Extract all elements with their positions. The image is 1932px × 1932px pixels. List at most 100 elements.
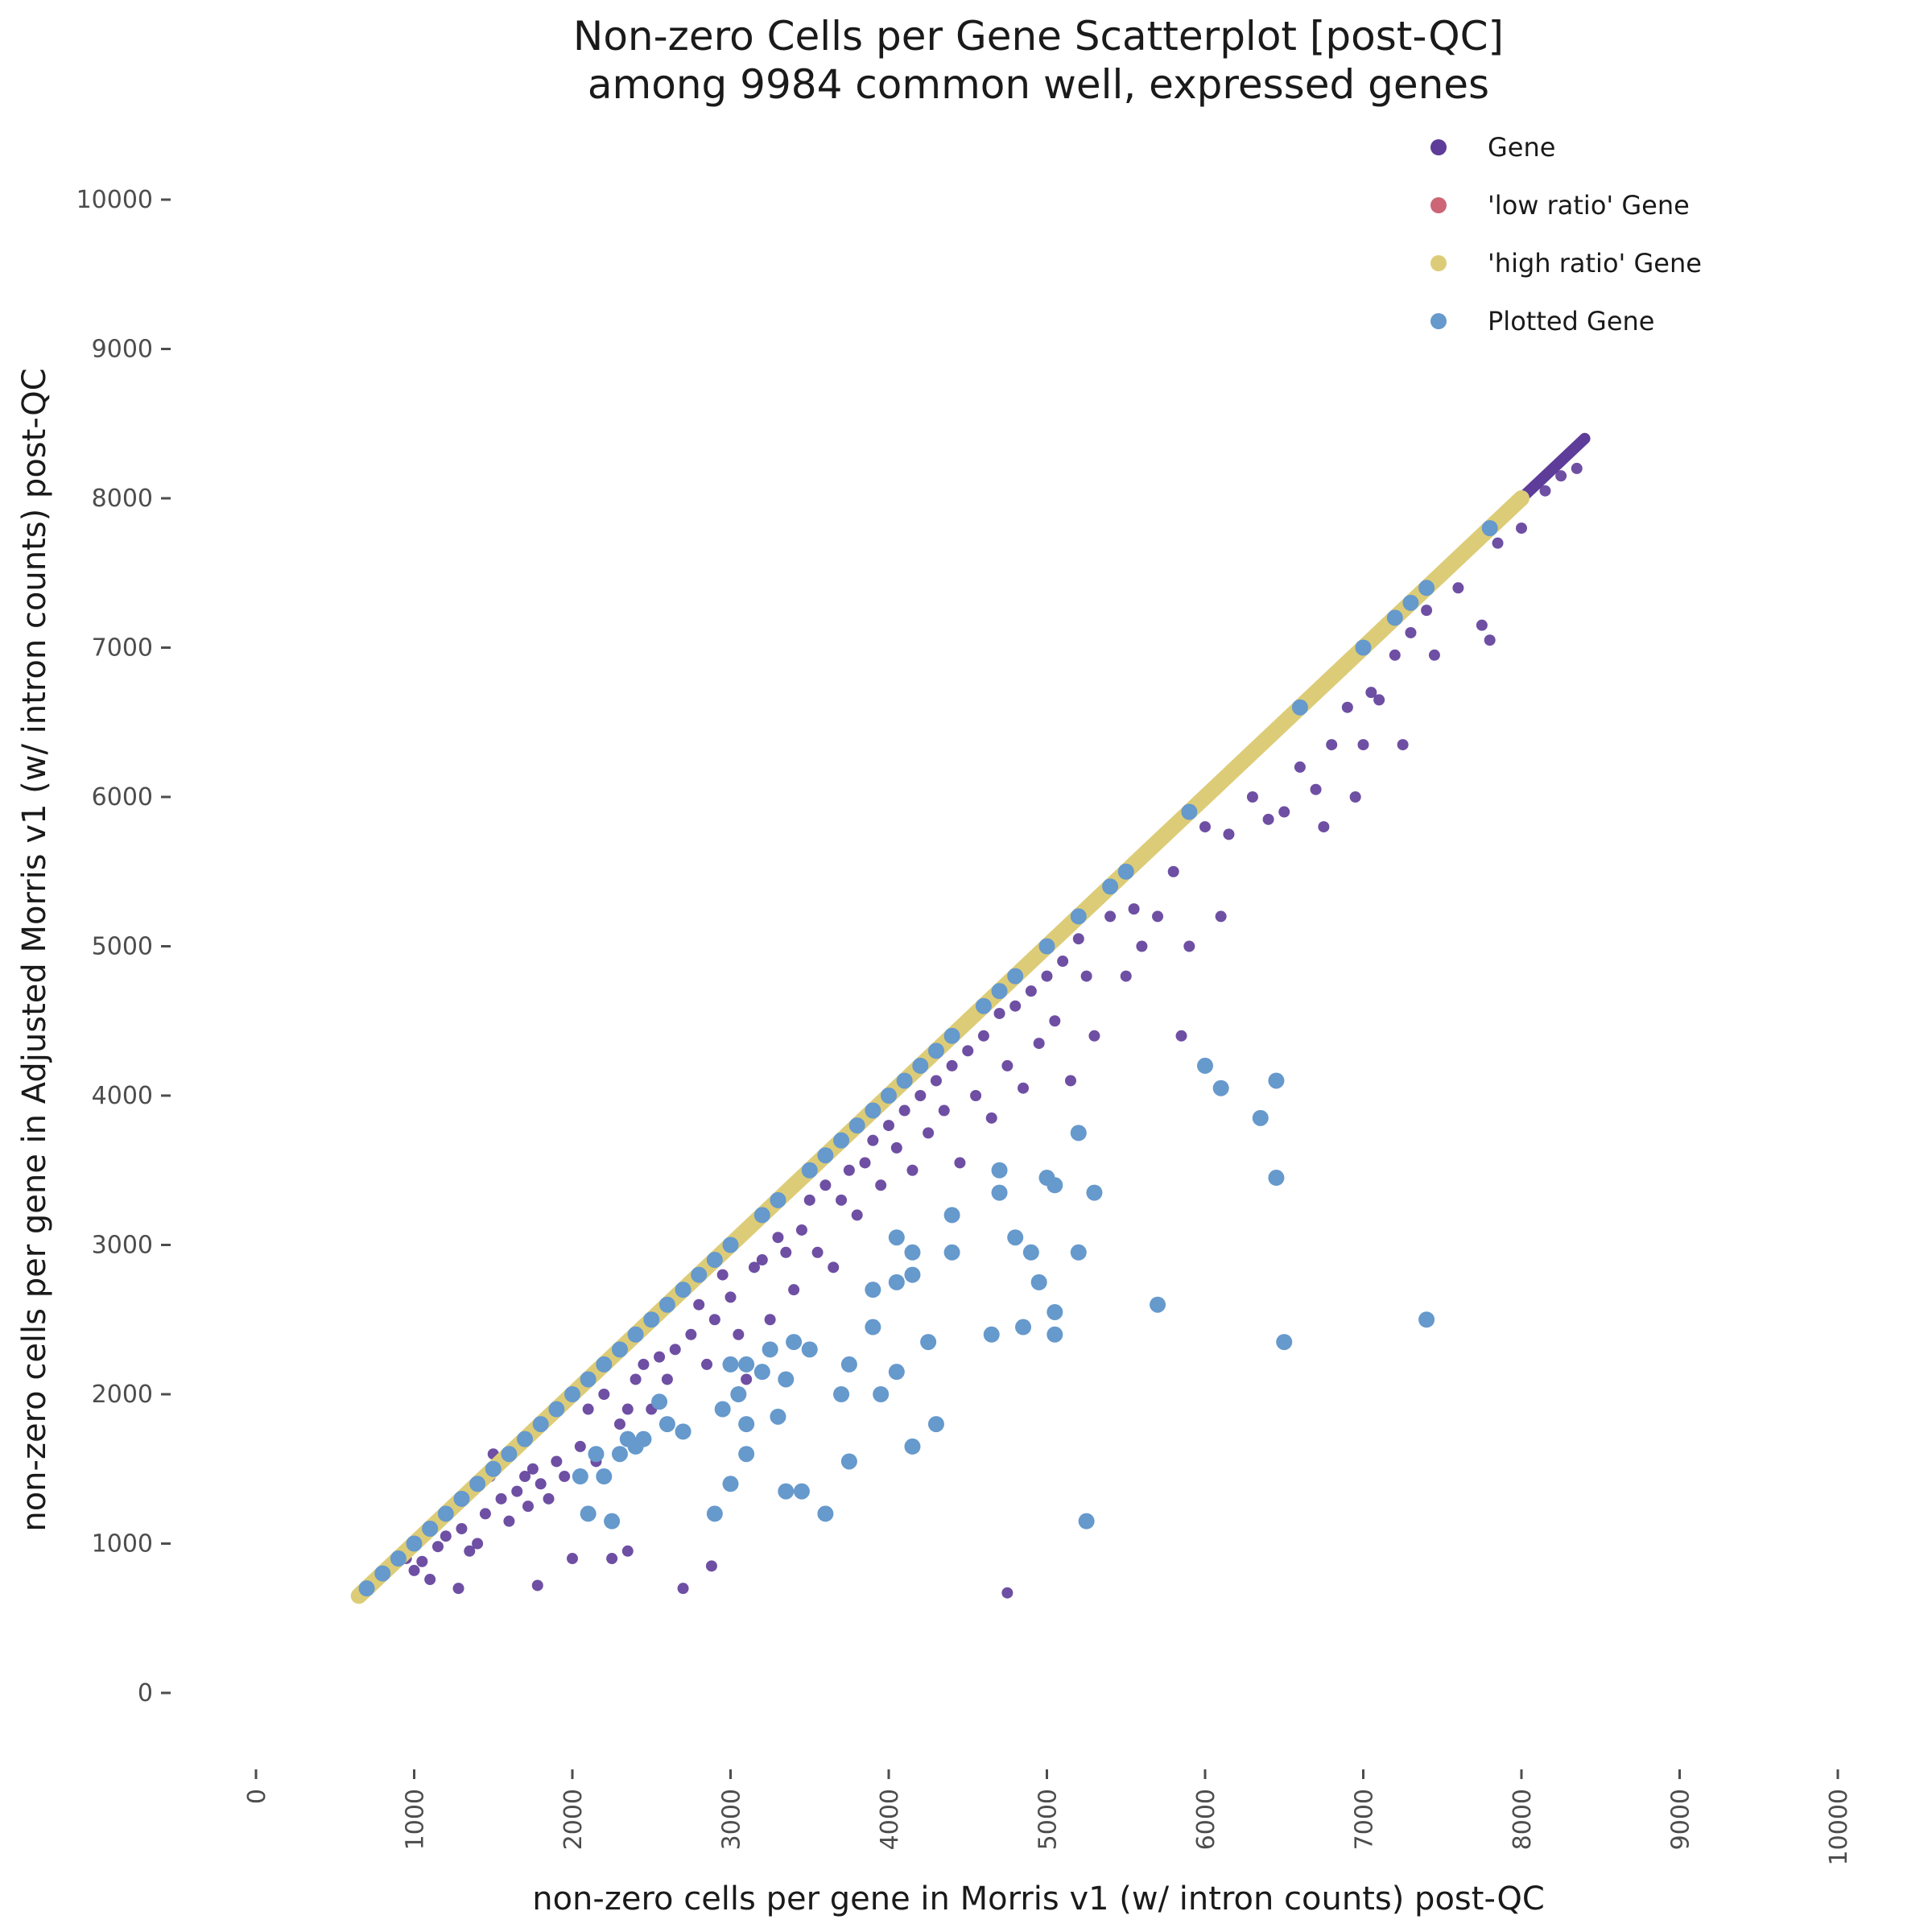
y-tick-label: 5000 — [92, 933, 153, 961]
gene-point — [654, 1351, 666, 1363]
gene-point — [1365, 687, 1377, 699]
plotted-gene-point — [604, 1513, 621, 1530]
plotted-gene-point — [1418, 1311, 1435, 1328]
plotted-gene-point — [611, 1446, 628, 1463]
legend-label-low-ratio-gene: 'low ratio' Gene — [1488, 190, 1690, 221]
x-tick-label: 1000 — [402, 1789, 430, 1850]
plotted-gene-point — [817, 1505, 834, 1522]
gene-point — [1318, 821, 1330, 833]
plotted-gene-point — [658, 1296, 675, 1313]
plotted-gene-point — [1355, 639, 1372, 656]
gene-point — [859, 1157, 871, 1169]
plotted-gene-point — [1386, 609, 1403, 626]
gene-point — [906, 1164, 919, 1176]
plotted-gene-point — [596, 1468, 613, 1485]
plotted-gene-point — [635, 1430, 652, 1447]
gene-point — [582, 1403, 594, 1415]
plotted-gene-point — [753, 1364, 770, 1381]
plotted-gene-point — [738, 1356, 755, 1373]
plotted-gene-point — [888, 1229, 905, 1246]
plotted-gene-point — [706, 1505, 723, 1522]
gene-point — [898, 1104, 910, 1117]
gene-point — [883, 1120, 894, 1132]
gene-point — [606, 1553, 618, 1565]
plotted-gene-point — [453, 1490, 470, 1507]
plotted-gene-point — [706, 1252, 723, 1269]
plotted-gene-point — [611, 1341, 628, 1358]
plotted-gene-point — [873, 1386, 890, 1402]
gene-point — [464, 1545, 476, 1557]
x-tick-label: 7000 — [1351, 1789, 1379, 1850]
gene-point — [416, 1555, 428, 1567]
plotted-gene-point — [572, 1468, 588, 1485]
gene-point — [1484, 634, 1496, 646]
gene-point — [424, 1574, 436, 1586]
gene-point — [1349, 791, 1361, 803]
gene-point — [938, 1104, 950, 1117]
plotted-gene-point — [778, 1483, 795, 1500]
gene-point — [440, 1530, 452, 1542]
gene-point — [1357, 739, 1369, 751]
gene-point — [836, 1194, 848, 1206]
gene-point — [977, 1030, 989, 1042]
gene-point — [408, 1564, 420, 1576]
gene-point — [511, 1485, 523, 1497]
gene-point — [526, 1463, 539, 1475]
gene-point — [1136, 940, 1148, 952]
plotted-gene-point — [658, 1416, 675, 1433]
gene-point — [946, 1059, 958, 1071]
gene-point — [693, 1298, 705, 1311]
gene-point — [456, 1522, 468, 1534]
gene-point — [472, 1538, 484, 1550]
gene-point — [1539, 485, 1551, 497]
gene-point — [567, 1553, 578, 1565]
chart-title: Non-zero Cells per Gene Scatterplot [pos… — [573, 13, 1504, 60]
gene-point — [1049, 1015, 1061, 1027]
gene-point — [1080, 970, 1092, 982]
gene-point — [598, 1389, 610, 1400]
gene-point — [1326, 739, 1338, 751]
gene-point — [1397, 739, 1409, 751]
gene-point — [1199, 821, 1211, 833]
plotted-gene-point — [390, 1550, 407, 1567]
plotted-gene-point — [1481, 520, 1498, 537]
plotted-gene-point — [753, 1207, 770, 1224]
gene-point — [930, 1075, 942, 1087]
gene-point — [828, 1261, 840, 1274]
gene-point — [970, 1090, 982, 1101]
gene-point — [914, 1090, 927, 1101]
plotted-gene-point — [469, 1476, 486, 1492]
gene-point — [621, 1545, 634, 1557]
plotted-gene-point — [991, 983, 1008, 1000]
gene-point — [1492, 537, 1504, 549]
x-tick-label: 4000 — [876, 1789, 904, 1850]
gene-point — [1373, 694, 1385, 706]
gene-point — [867, 1134, 879, 1146]
plotted-gene-point — [1291, 699, 1308, 716]
plotted-gene-point — [722, 1356, 739, 1373]
plotted-gene-point — [675, 1423, 691, 1440]
chart-subtitle: among 9984 common well, expressed genes — [588, 61, 1489, 108]
plotted-gene-point — [643, 1311, 660, 1328]
plotted-gene-point — [437, 1505, 454, 1522]
gene-point — [1428, 649, 1440, 661]
gene-point — [1033, 1038, 1045, 1050]
plotted-gene-point — [548, 1401, 565, 1418]
gene-point — [503, 1515, 515, 1527]
gene-point — [788, 1284, 800, 1296]
legend-marker-low-ratio-gene — [1430, 197, 1447, 213]
plotted-gene-point — [1007, 968, 1024, 985]
plotted-gene-point — [865, 1282, 881, 1298]
gene-point — [621, 1403, 634, 1415]
gene-point — [522, 1501, 534, 1513]
x-tick-label: 3000 — [718, 1789, 746, 1850]
gene-point — [638, 1358, 650, 1370]
gene-point — [1452, 582, 1464, 594]
gene-point — [741, 1373, 753, 1385]
y-tick-label: 2000 — [92, 1381, 153, 1409]
plotted-gene-point — [651, 1393, 668, 1410]
gene-point — [780, 1246, 792, 1258]
plotted-gene-point — [991, 1184, 1008, 1201]
y-tick-label: 3000 — [92, 1232, 153, 1260]
